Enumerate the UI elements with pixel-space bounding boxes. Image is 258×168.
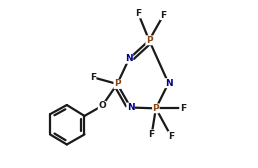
Text: N: N [125, 54, 133, 63]
Text: N: N [127, 103, 134, 112]
Text: F: F [149, 130, 155, 139]
Text: O: O [98, 101, 106, 110]
Text: F: F [180, 104, 186, 113]
Text: F: F [160, 11, 166, 20]
Text: F: F [90, 73, 96, 82]
Text: F: F [168, 132, 174, 141]
Text: P: P [152, 104, 159, 113]
Text: F: F [135, 9, 141, 18]
Text: P: P [114, 79, 120, 89]
Text: P: P [146, 36, 152, 45]
Text: N: N [165, 79, 172, 88]
